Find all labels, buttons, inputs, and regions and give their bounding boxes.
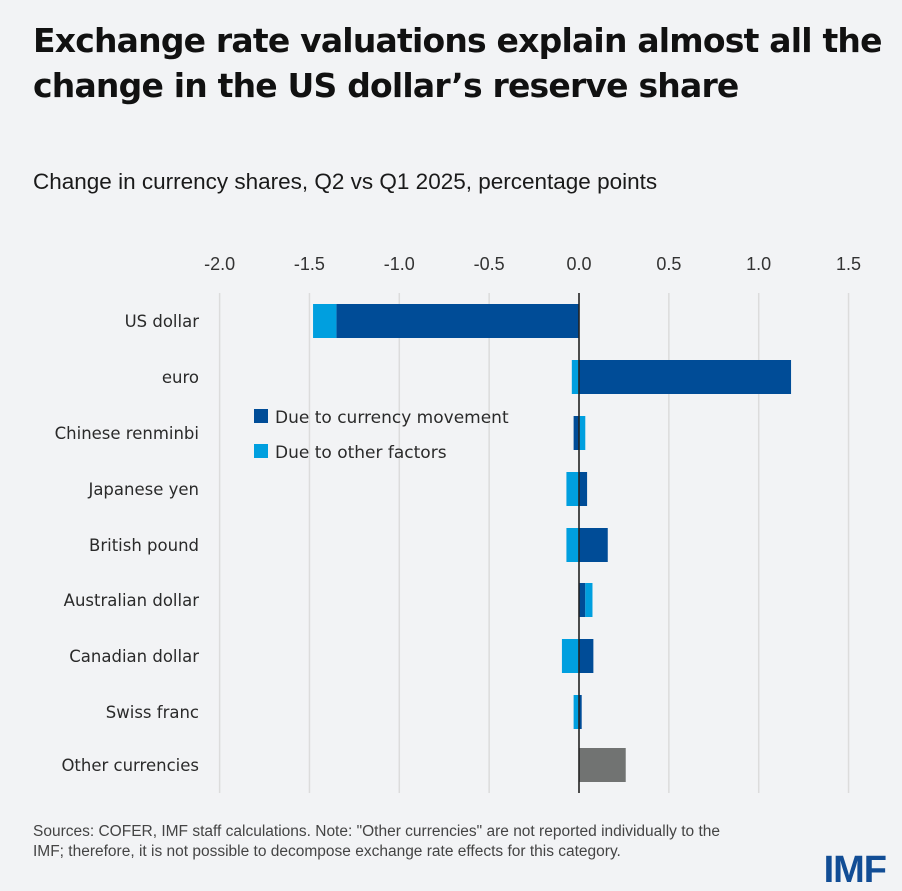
category-label: euro <box>162 368 199 387</box>
category-label: British pound <box>89 536 199 555</box>
x-tick-label: -0.5 <box>474 254 505 274</box>
category-label: Chinese renminbi <box>55 424 199 443</box>
bar-other-factors <box>573 695 579 729</box>
chart-title: Exchange rate valuations explain almost … <box>33 21 883 105</box>
bar-other-factors <box>566 528 579 562</box>
x-axis-tick-labels: -2.0 -1.5 -1.0 -0.5 0.0 0.5 1.0 1.5 <box>204 254 861 274</box>
bar-currency-movement <box>579 528 608 562</box>
bar-currency-movement <box>579 695 582 729</box>
legend-swatch-other-factors <box>254 444 268 458</box>
legend-label-other-factors: Due to other factors <box>275 443 447 463</box>
bar-other-currencies-total <box>579 748 626 782</box>
category-label: US dollar <box>125 312 200 331</box>
category-labels: US dollar euro Chinese renminbi Japanese ye… <box>55 312 200 775</box>
legend-label-currency-movement: Due to currency movement <box>275 408 509 428</box>
x-tick-label: 1.5 <box>836 254 861 274</box>
chart-subtitle: Change in currency shares, Q2 vs Q1 2025… <box>33 169 658 194</box>
legend: Due to currency movement Due to other fa… <box>254 408 509 463</box>
source-note: Sources: COFER, IMF staff calculations. … <box>33 823 720 860</box>
category-label: Swiss franc <box>106 703 199 722</box>
bar-currency-movement <box>579 472 588 506</box>
bar-currency-movement <box>573 416 579 450</box>
bar-other-factors <box>566 472 579 506</box>
bar-other-factors <box>585 583 593 617</box>
bar-other-factors <box>579 416 586 450</box>
x-tick-label: -2.0 <box>204 254 235 274</box>
x-tick-label: -1.0 <box>384 254 415 274</box>
x-tick-label: 0.5 <box>656 254 681 274</box>
x-tick-label: -1.5 <box>294 254 325 274</box>
category-label: Japanese yen <box>87 480 199 499</box>
bar-currency-movement <box>579 583 586 617</box>
bar-other-factors <box>571 360 579 394</box>
x-tick-label: 1.0 <box>746 254 771 274</box>
bar-currency-movement <box>579 639 594 673</box>
category-label: Other currencies <box>61 756 199 775</box>
bar-currency-movement <box>579 360 792 394</box>
bars <box>313 304 792 782</box>
x-tick-label: 0.0 <box>566 254 591 274</box>
category-label: Australian dollar <box>64 591 200 610</box>
bar-other-factors <box>313 304 337 338</box>
bar-other-factors <box>561 639 579 673</box>
imf-logo: IMF <box>823 849 887 891</box>
bar-currency-movement <box>336 304 579 338</box>
legend-swatch-currency-movement <box>254 409 268 423</box>
category-label: Canadian dollar <box>69 647 199 666</box>
